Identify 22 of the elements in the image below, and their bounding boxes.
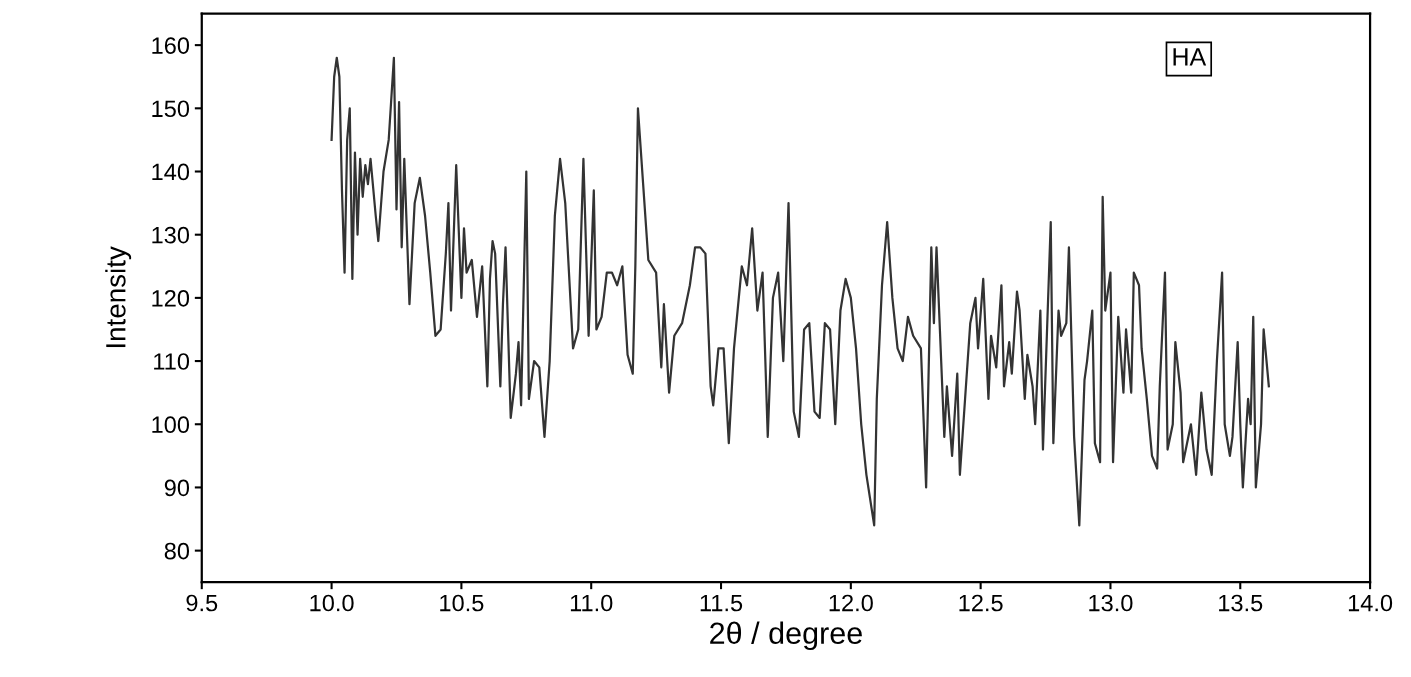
y-tick-label: 140 [152, 163, 190, 181]
annotation: HA [1173, 48, 1207, 66]
x-tick-label: 10.0 [310, 594, 354, 612]
x-tick-label: 11.0 [570, 594, 613, 612]
x-tick-label: 12.0 [829, 594, 873, 612]
y-axis-title: Intensity [105, 246, 132, 348]
x-tick-label: 11.5 [700, 594, 743, 612]
x-tick-label: 14.0 [1348, 594, 1393, 612]
y-tick-label: 150 [152, 100, 190, 118]
y-tick-label: 130 [152, 226, 190, 244]
x-tick-label: 9.5 [186, 594, 218, 612]
x-tick-label: 13.5 [1219, 594, 1263, 612]
x-tick-label: 12.5 [959, 594, 1003, 612]
y-tick-label: 80 [164, 542, 190, 560]
y-tick-label: 120 [152, 289, 190, 307]
y-tick-label: 100 [152, 416, 190, 434]
y-tick-label: 110 [154, 353, 190, 370]
x-axis-title: 2θ / degree [710, 621, 862, 651]
x-tick-label: 13.0 [1089, 594, 1133, 612]
x-tick-label: 10.5 [440, 594, 484, 612]
y-tick-label: 160 [152, 37, 190, 54]
y-tick-label: 90 [164, 479, 190, 497]
